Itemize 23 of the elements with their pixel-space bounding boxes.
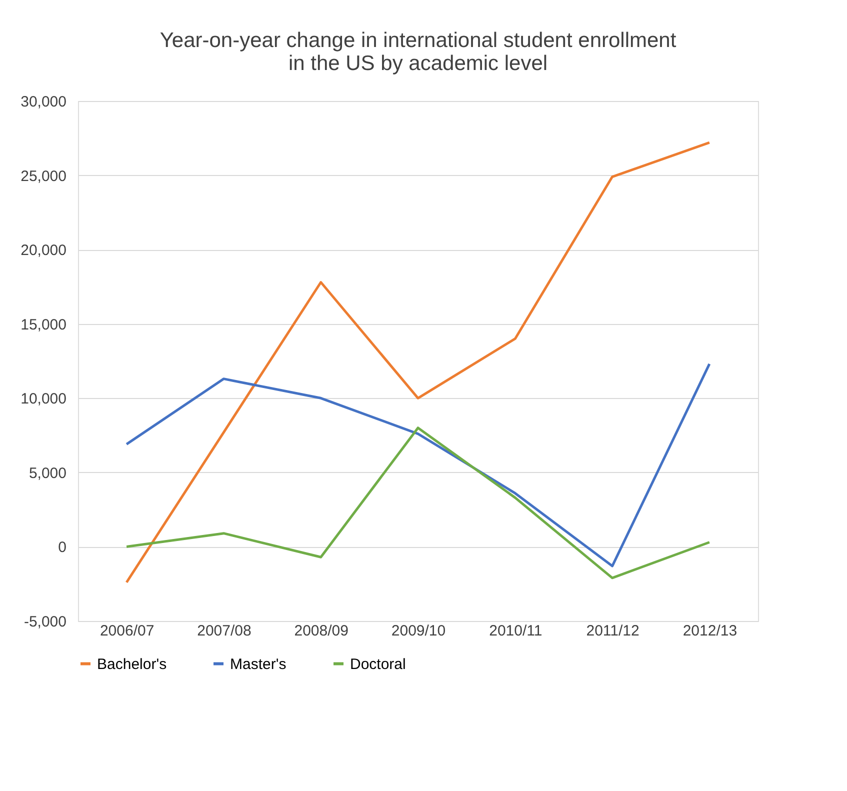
x-tick-label: 2008/09 [294,622,348,640]
x-tick-label: 2012/13 [682,622,738,640]
legend-label: Bachelor's [97,656,167,673]
text: Year-on-year change in international student enrollment [160,29,676,52]
line-series [125,362,711,568]
y-tick-label: 0 [58,539,66,556]
x-tick-label: 2007/08 [197,622,252,640]
legend-label: Doctoral [350,656,406,673]
y-tick-label: 30,000 [20,94,66,110]
y-tick-label: 25,000 [20,168,66,185]
x-tick-label: 2006/07 [100,622,154,640]
line-series [125,426,711,580]
y-tick-label: 20,000 [20,242,66,260]
y-tick-label: 15,000 [20,316,66,334]
text: in the US by academic level [288,52,548,75]
x-tick-label: 2009/10 [391,622,446,640]
x-tick-label: 2010/11 [489,622,542,640]
legend-label: Master's [230,656,286,673]
x-tick-label: 2011/12 [586,622,640,640]
y-tick-label: 10,000 [20,390,66,408]
y-tick-label: -5,000 [24,614,66,630]
y-tick-label: 5,000 [28,464,66,482]
line-series [125,141,711,584]
